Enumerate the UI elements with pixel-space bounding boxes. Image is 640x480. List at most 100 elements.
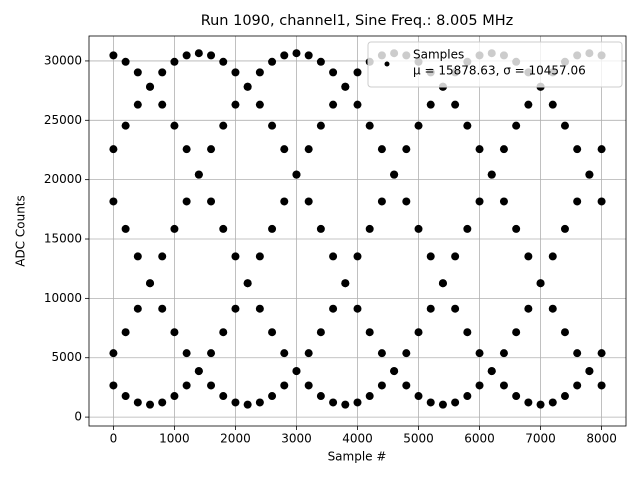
sample-point xyxy=(426,398,435,407)
sample-point xyxy=(512,121,521,130)
sample-point xyxy=(536,400,545,409)
legend-marker xyxy=(384,61,390,67)
points-layer xyxy=(109,49,606,409)
sample-point xyxy=(487,367,496,376)
x-axis-label: Sample # xyxy=(328,450,387,464)
x-tick-label: 2000 xyxy=(220,432,251,446)
sample-point xyxy=(402,349,411,358)
sample-point xyxy=(292,49,301,58)
x-tick-label: 8000 xyxy=(586,432,617,446)
sample-point xyxy=(133,100,142,109)
x-tick-label: 7000 xyxy=(525,432,556,446)
y-tick-label: 25000 xyxy=(44,113,82,127)
sample-point xyxy=(255,304,264,313)
sample-point xyxy=(207,145,216,154)
sample-point xyxy=(121,121,130,130)
sample-point xyxy=(353,68,362,77)
sample-point xyxy=(341,400,350,409)
y-tick-label: 5000 xyxy=(51,350,82,364)
sample-point xyxy=(451,304,460,313)
sample-point xyxy=(121,392,130,401)
sample-point xyxy=(280,51,289,60)
sample-point xyxy=(475,381,484,390)
sample-point xyxy=(255,68,264,77)
sample-point xyxy=(524,398,533,407)
sample-point xyxy=(353,252,362,261)
sample-point xyxy=(329,68,338,77)
y-tick-label: 20000 xyxy=(44,172,82,186)
sample-point xyxy=(268,121,277,130)
sample-point xyxy=(170,392,179,401)
sample-point xyxy=(377,145,386,154)
sample-point xyxy=(597,197,606,206)
sample-point xyxy=(402,381,411,390)
sample-point xyxy=(341,82,350,91)
sample-point xyxy=(499,145,508,154)
sample-point xyxy=(414,328,423,337)
sample-point xyxy=(512,328,521,337)
sample-point xyxy=(255,100,264,109)
sample-point xyxy=(158,68,167,77)
sample-point xyxy=(280,349,289,358)
sample-point xyxy=(560,328,569,337)
sample-point xyxy=(292,367,301,376)
sample-point xyxy=(377,349,386,358)
sample-point xyxy=(585,170,594,179)
sample-point xyxy=(365,392,374,401)
sample-point xyxy=(414,121,423,130)
sample-point xyxy=(438,279,447,288)
sample-point xyxy=(133,398,142,407)
y-tick-label: 10000 xyxy=(44,291,82,305)
sample-point xyxy=(158,252,167,261)
sample-point xyxy=(377,381,386,390)
sample-point xyxy=(255,252,264,261)
sample-point xyxy=(158,304,167,313)
x-tick-label: 1000 xyxy=(159,432,190,446)
sample-point xyxy=(243,279,252,288)
sample-point xyxy=(548,100,557,109)
sample-point xyxy=(390,367,399,376)
sample-point xyxy=(475,349,484,358)
sample-point xyxy=(548,398,557,407)
sample-point xyxy=(475,197,484,206)
legend: Samples μ = 15878.63, σ = 10457.06 xyxy=(367,41,623,88)
sample-point xyxy=(402,197,411,206)
x-tick-label: 0 xyxy=(110,432,118,446)
sample-point xyxy=(353,398,362,407)
sample-point xyxy=(170,224,179,233)
sample-point xyxy=(560,224,569,233)
sample-point xyxy=(182,349,191,358)
y-axis-label: ADC Counts xyxy=(14,195,28,267)
sample-point xyxy=(170,121,179,130)
sample-point xyxy=(426,304,435,313)
sample-point xyxy=(353,100,362,109)
sample-point xyxy=(255,398,264,407)
sample-point xyxy=(280,197,289,206)
sample-point xyxy=(109,145,118,154)
sample-point xyxy=(109,51,118,60)
sample-point xyxy=(487,170,496,179)
sample-point xyxy=(524,252,533,261)
sample-point xyxy=(573,145,582,154)
sample-point xyxy=(524,304,533,313)
sample-point xyxy=(426,252,435,261)
sample-point xyxy=(548,304,557,313)
sample-point xyxy=(170,57,179,66)
sample-point xyxy=(158,398,167,407)
sample-point xyxy=(207,381,216,390)
sample-point xyxy=(573,197,582,206)
sample-point xyxy=(207,197,216,206)
sample-point xyxy=(219,57,228,66)
sample-point xyxy=(463,392,472,401)
legend-box xyxy=(367,41,623,88)
sample-point xyxy=(414,224,423,233)
sample-point xyxy=(182,145,191,154)
sample-point xyxy=(231,398,240,407)
sample-point xyxy=(207,51,216,60)
sample-point xyxy=(390,170,399,179)
sample-point xyxy=(365,328,374,337)
legend-label: Samples xyxy=(413,48,464,62)
sample-point xyxy=(280,381,289,390)
